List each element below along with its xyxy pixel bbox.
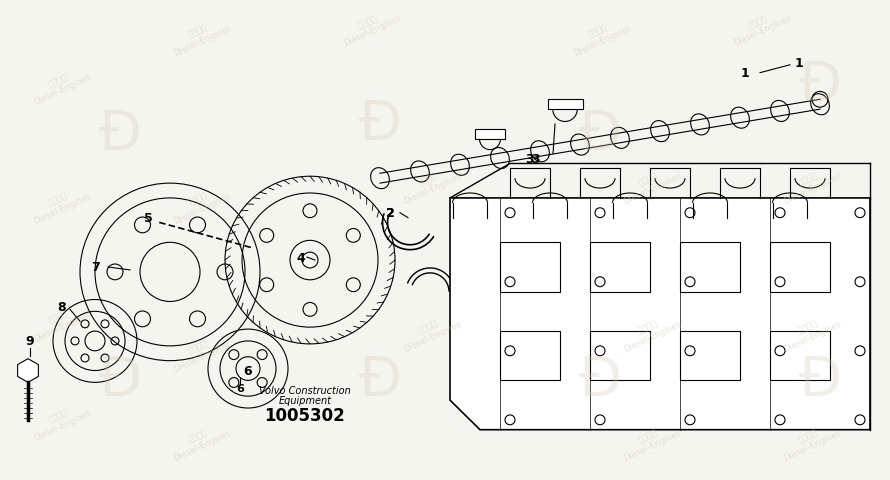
Text: Ð: Ð — [99, 354, 142, 408]
Text: 紫发动力
Diesel-Engines: 紫发动力 Diesel-Engines — [618, 418, 683, 462]
Text: 7: 7 — [91, 261, 100, 274]
Text: 紫发动力
Diesel-Engines: 紫发动力 Diesel-Engines — [618, 162, 683, 206]
Text: 3: 3 — [531, 153, 540, 166]
Text: 紫发动力
Diesel-Engines: 紫发动力 Diesel-Engines — [337, 4, 402, 48]
Text: 紫发动力
Diesel-Engines: 紫发动力 Diesel-Engines — [167, 14, 232, 58]
Text: 紫发动力
Diesel-Engines: 紫发动力 Diesel-Engines — [167, 329, 232, 373]
Bar — [500, 243, 560, 292]
Text: 6: 6 — [236, 384, 244, 394]
Text: 紫发动力
Diesel-Engines: 紫发动力 Diesel-Engines — [28, 300, 93, 344]
Bar — [680, 243, 740, 292]
Bar — [475, 130, 505, 140]
Text: 4: 4 — [296, 251, 305, 264]
Bar — [590, 243, 650, 292]
Text: Ð: Ð — [798, 59, 842, 112]
Text: 2: 2 — [385, 207, 394, 220]
Polygon shape — [18, 359, 38, 383]
Text: 紫发动力
Diesel-Engines: 紫发动力 Diesel-Engines — [28, 63, 93, 107]
Text: 紫发动力
Diesel-Engines: 紫发动力 Diesel-Engines — [778, 162, 843, 206]
Text: 紫发动力
Diesel-Engines: 紫发动力 Diesel-Engines — [28, 181, 93, 226]
Text: 紫发动力
Diesel-Engines: 紫发动力 Diesel-Engines — [167, 181, 232, 226]
Text: 紫发动力
Diesel-Engines: 紫发动力 Diesel-Engines — [167, 418, 232, 462]
Text: 紫发动力
Diesel-Engines: 紫发动力 Diesel-Engines — [778, 310, 843, 353]
Polygon shape — [450, 199, 870, 430]
Text: 2: 2 — [385, 207, 394, 220]
Text: 紫发动力
Diesel-Engines: 紫发动力 Diesel-Engines — [728, 4, 792, 48]
Text: 紫发动力
Diesel-Engines: 紫发动力 Diesel-Engines — [778, 418, 843, 462]
Text: Volvo Construction: Volvo Construction — [259, 385, 351, 396]
Text: 紫发动力
Diesel-Engines: 紫发动力 Diesel-Engines — [398, 162, 463, 206]
Text: 1: 1 — [740, 67, 749, 80]
Text: 紫发动力
Diesel-Engines: 紫发动力 Diesel-Engines — [28, 398, 93, 442]
Text: Ð: Ð — [578, 108, 621, 161]
Text: 6: 6 — [244, 364, 252, 377]
Text: Ð: Ð — [99, 108, 142, 161]
Bar — [770, 331, 830, 381]
Text: 3: 3 — [526, 153, 534, 166]
Text: Ð: Ð — [578, 354, 621, 408]
Text: 1: 1 — [795, 57, 804, 70]
Text: Ð: Ð — [798, 354, 842, 408]
Bar — [680, 331, 740, 381]
Text: 1005302: 1005302 — [264, 406, 345, 424]
Bar — [590, 331, 650, 381]
Text: 5: 5 — [143, 212, 152, 225]
Bar — [770, 243, 830, 292]
Text: 紫发动力
Diesel-Engines: 紫发动力 Diesel-Engines — [618, 310, 683, 353]
Text: 9: 9 — [26, 335, 35, 348]
Bar — [548, 100, 583, 110]
Bar — [500, 331, 560, 381]
Text: Equipment: Equipment — [279, 396, 331, 405]
Text: Ð: Ð — [359, 98, 401, 152]
Text: 8: 8 — [58, 300, 67, 313]
Text: 紫发动力
Diesel-Engines: 紫发动力 Diesel-Engines — [568, 14, 633, 58]
Text: 紫发动力
Diesel-Engines: 紫发动力 Diesel-Engines — [398, 310, 463, 353]
Text: Ð: Ð — [359, 354, 401, 408]
